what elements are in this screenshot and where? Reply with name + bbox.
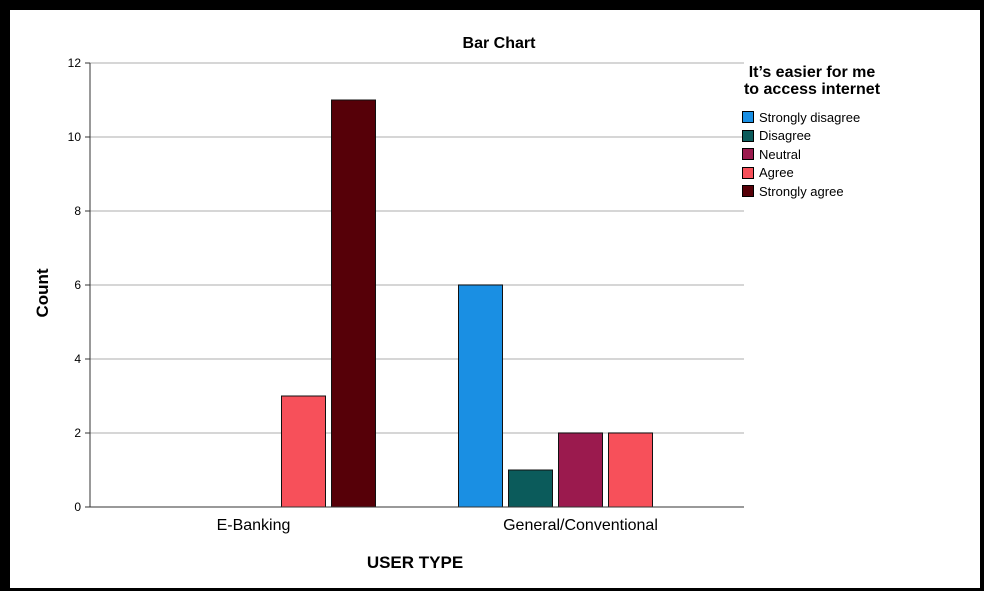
gridlines [90, 62, 744, 434]
y-tick-labels: 0 2 4 6 8 10 12 [68, 56, 90, 514]
legend-item: Disagree [742, 127, 942, 146]
legend-swatch [742, 148, 754, 161]
bars [281, 99, 653, 508]
y-tick-label: 12 [68, 56, 82, 70]
bar [458, 284, 503, 508]
legend-swatch [742, 129, 754, 142]
legend-swatch [742, 111, 754, 124]
x-category-label: E-Banking [217, 517, 291, 534]
bar [608, 432, 653, 508]
x-category-label: General/Conventional [503, 517, 658, 534]
legend-label: Neutral [759, 146, 801, 162]
legend: It’s easier for me to access internet St… [742, 64, 942, 201]
legend-items: Strongly disagree Disagree Neutral Agree Str… [742, 108, 942, 201]
legend-swatch [742, 166, 754, 179]
bar [558, 432, 603, 508]
y-tick-label: 8 [74, 204, 81, 218]
y-tick-label: 0 [74, 500, 81, 514]
legend-swatch [742, 185, 754, 198]
bar-chart: Bar Chart 0 2 4 6 8 10 12 E-Banking General/Con… [33, 35, 744, 572]
x-category-labels: E-Banking General/Conventional [217, 517, 658, 534]
legend-item: Strongly disagree [742, 108, 942, 127]
legend-title: It’s easier for me to access internet [743, 64, 881, 98]
x-axis-title: USER TYPE [367, 553, 463, 572]
y-tick-label: 4 [74, 352, 81, 366]
y-tick-label: 6 [74, 278, 81, 292]
y-tick-label: 2 [74, 426, 81, 440]
legend-label: Strongly disagree [759, 109, 861, 125]
legend-item: Strongly agree [742, 182, 942, 201]
legend-item: Neutral [742, 145, 942, 164]
chart-frame: Bar Chart 0 2 4 6 8 10 12 E-Banking General/Con… [10, 10, 980, 588]
legend-label: Strongly agree [759, 183, 844, 199]
legend-label: Agree [759, 165, 794, 181]
legend-item: Agree [742, 164, 942, 183]
legend-label: Disagree [759, 128, 812, 144]
bar [508, 469, 553, 508]
y-tick-label: 10 [68, 130, 82, 144]
bar [331, 99, 376, 508]
bar [281, 395, 326, 508]
chart-title: Bar Chart [463, 35, 537, 52]
y-axis-title: Count [33, 268, 52, 317]
